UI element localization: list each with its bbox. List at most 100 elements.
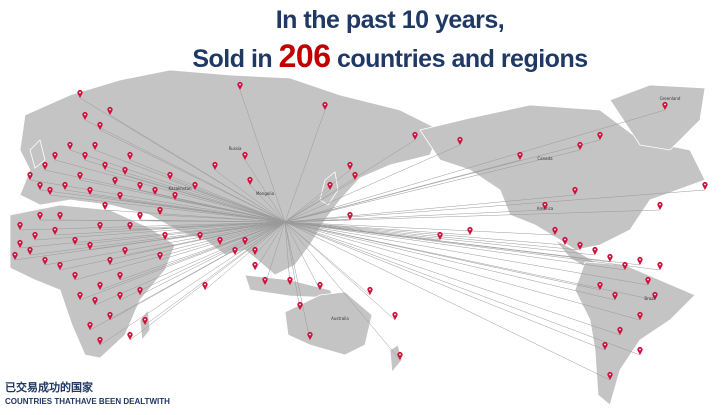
- pin: [72, 237, 78, 245]
- route: [49, 194, 286, 223]
- pin: [62, 182, 68, 190]
- pin-dot: [214, 163, 216, 166]
- pin-dot: [624, 263, 626, 266]
- route: [284, 221, 321, 291]
- pin-dot: [159, 253, 161, 256]
- pin-dot: [639, 313, 641, 316]
- pin: [657, 202, 663, 210]
- route: [109, 221, 286, 266]
- pin-dot: [609, 373, 611, 376]
- route: [284, 221, 641, 356]
- route: [284, 109, 326, 223]
- pin: [87, 187, 93, 195]
- route: [109, 114, 286, 223]
- pin-dot: [639, 348, 641, 351]
- country-label: America: [537, 206, 554, 211]
- pin-dot: [609, 255, 611, 258]
- pin: [637, 347, 643, 355]
- pin-dot: [329, 183, 331, 186]
- route: [159, 221, 286, 261]
- pin-dot: [204, 283, 206, 286]
- pin-dot: [104, 203, 106, 206]
- pin-dot: [99, 338, 101, 341]
- pin: [27, 172, 33, 180]
- pin: [87, 242, 93, 250]
- pin-dot: [564, 238, 566, 241]
- route: [164, 221, 286, 241]
- pin: [307, 332, 313, 340]
- route: [284, 221, 601, 291]
- route: [124, 174, 286, 223]
- pin: [52, 227, 58, 235]
- route: [284, 189, 331, 223]
- route: [254, 221, 286, 271]
- route: [144, 221, 286, 326]
- route: [94, 149, 286, 223]
- pin-dot: [599, 133, 601, 136]
- pin: [322, 102, 328, 110]
- route: [284, 221, 641, 321]
- pin: [317, 282, 323, 290]
- route: [99, 221, 286, 231]
- pin: [117, 292, 123, 300]
- country-label: Brazil: [644, 296, 655, 301]
- pin: [437, 232, 443, 240]
- pin: [617, 327, 623, 335]
- pin: [117, 272, 123, 280]
- pin-dot: [129, 223, 131, 226]
- pin: [97, 122, 103, 130]
- pin-dot: [324, 103, 326, 106]
- pin: [112, 177, 118, 185]
- route: [239, 89, 286, 223]
- pin: [67, 142, 73, 150]
- pin: [252, 262, 258, 270]
- pin-dot: [119, 293, 121, 296]
- pin-dot: [354, 173, 356, 176]
- pin: [457, 137, 463, 145]
- route: [284, 221, 441, 241]
- route: [119, 221, 286, 301]
- route: [284, 169, 351, 223]
- pin: [577, 242, 583, 250]
- route: [74, 221, 286, 246]
- pin: [102, 162, 108, 170]
- pin-dot: [639, 258, 641, 261]
- pin: [117, 192, 123, 200]
- pin-dot: [659, 203, 661, 206]
- pin-dot: [44, 258, 46, 261]
- south-america: [574, 261, 696, 406]
- pin-dot: [139, 288, 141, 291]
- pin-dot: [79, 91, 81, 94]
- route: [284, 221, 626, 271]
- pin: [702, 182, 708, 190]
- pin-dot: [99, 223, 101, 226]
- route: [14, 221, 286, 261]
- route: [284, 149, 581, 223]
- pin: [242, 237, 248, 245]
- pin-dot: [369, 288, 371, 291]
- route: [139, 189, 286, 223]
- pin: [162, 232, 168, 240]
- pin: [252, 247, 258, 255]
- route: [284, 221, 611, 381]
- pin-dot: [299, 303, 301, 306]
- pin: [297, 302, 303, 310]
- pin: [17, 240, 23, 248]
- pin: [657, 262, 663, 270]
- pin: [352, 172, 358, 180]
- route: [204, 221, 286, 291]
- pin-dot: [439, 233, 441, 236]
- pin-dot: [174, 193, 176, 196]
- route: [284, 219, 351, 223]
- pin-dot: [114, 178, 116, 181]
- route: [59, 221, 286, 271]
- pin-dot: [54, 153, 56, 156]
- pin: [467, 227, 473, 235]
- pin-dot: [394, 313, 396, 316]
- pin-dot: [414, 133, 416, 136]
- route: [19, 221, 286, 249]
- pin-dot: [19, 223, 21, 226]
- pin: [392, 312, 398, 320]
- route: [84, 159, 286, 223]
